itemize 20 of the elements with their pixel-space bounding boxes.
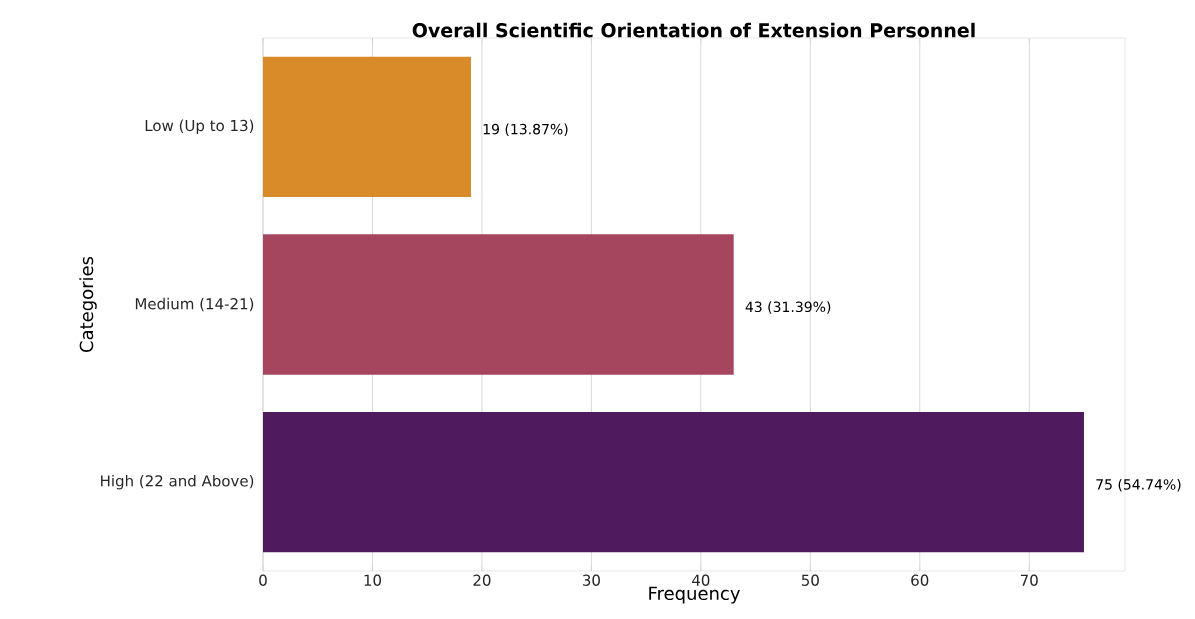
x-axis-title: Frequency bbox=[649, 586, 740, 604]
x-tick-label: 60 bbox=[911, 574, 929, 586]
y-tick-label: High (22 and Above) bbox=[101, 474, 254, 490]
x-tick-label: 30 bbox=[582, 574, 600, 586]
x-tick-label: 0 bbox=[259, 574, 267, 586]
x-tick-label: 10 bbox=[364, 574, 382, 586]
x-tick-label: 70 bbox=[1020, 574, 1038, 586]
y-tick-label: Medium (14-21) bbox=[135, 297, 254, 312]
data-label: 19 (13.87%) bbox=[483, 123, 568, 137]
data-label: 75 (54.74%) bbox=[1096, 478, 1181, 492]
data-label: 43 (31.39%) bbox=[745, 301, 831, 314]
y-tick-label: Low (Up to 13) bbox=[145, 119, 254, 135]
chart-title: Overall Scientific Orientation of Extension Personnel bbox=[412, 22, 975, 38]
y-axis-title: Categories bbox=[79, 256, 97, 353]
bar bbox=[263, 234, 734, 375]
bar bbox=[263, 411, 1084, 553]
x-tick-label: 40 bbox=[692, 574, 710, 586]
x-tick-label: 50 bbox=[801, 574, 819, 586]
x-tick-label: 20 bbox=[473, 574, 491, 586]
bar bbox=[263, 56, 471, 198]
